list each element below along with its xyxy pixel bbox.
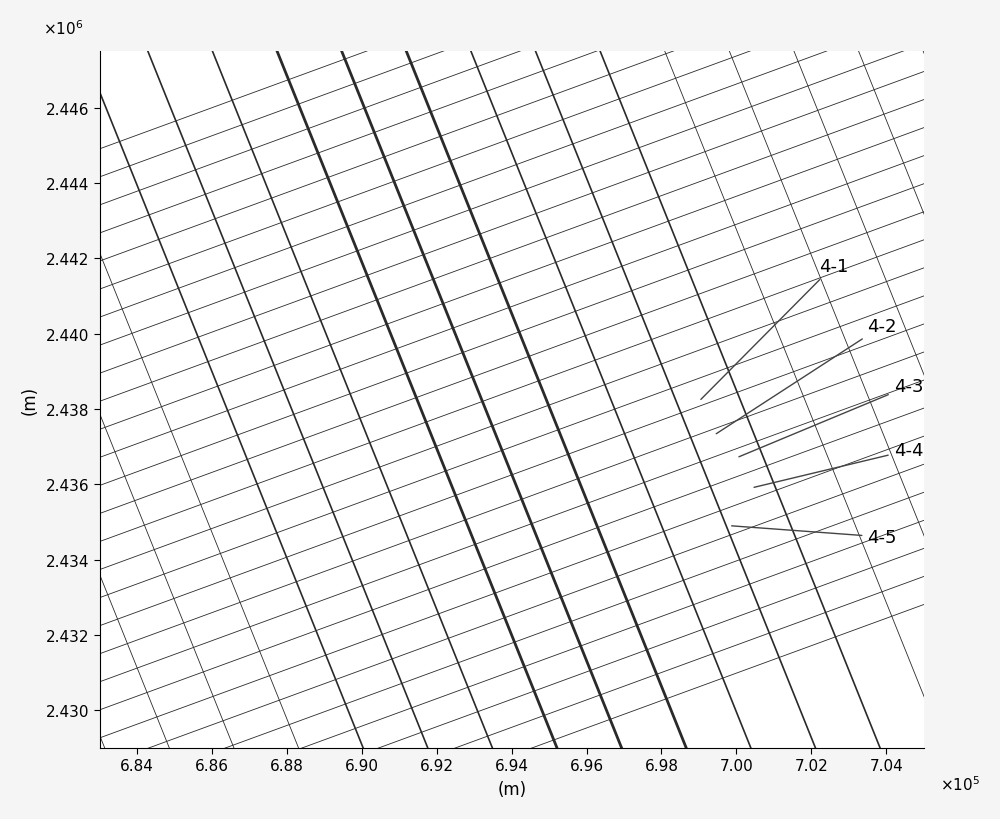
Text: $\times10^6$: $\times10^6$ [43,20,83,38]
X-axis label: (m): (m) [497,781,526,799]
Text: 4-3: 4-3 [739,378,923,457]
Text: 4-5: 4-5 [732,526,897,546]
Y-axis label: (m): (m) [21,386,39,414]
Text: 4-1: 4-1 [701,257,848,400]
Text: 4-4: 4-4 [754,441,923,488]
Text: 4-2: 4-2 [716,318,897,434]
Text: $\times10^5$: $\times10^5$ [940,774,980,793]
